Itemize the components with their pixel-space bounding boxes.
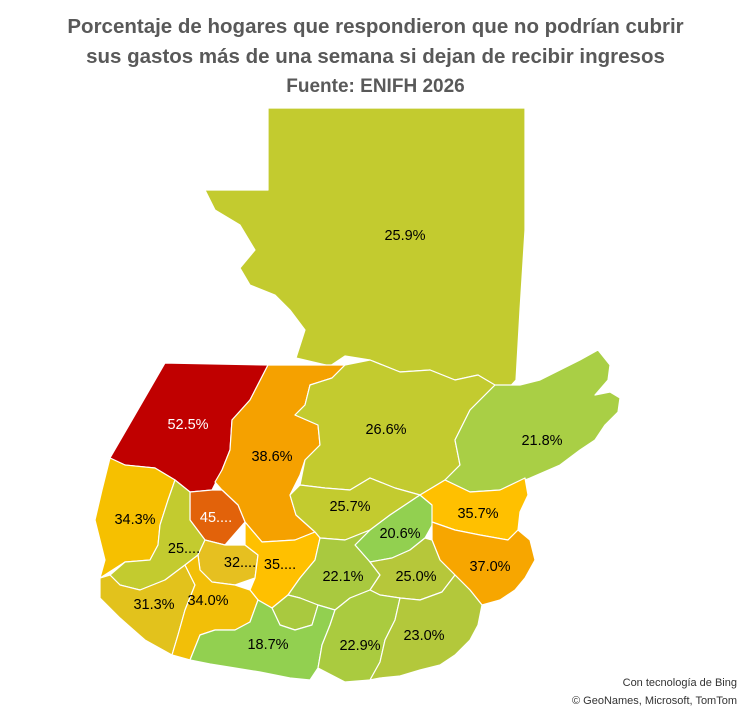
label-quetzaltenango: 25.... bbox=[168, 541, 200, 557]
geonames-credit: © GeoNames, Microsoft, TomTom bbox=[572, 695, 737, 707]
region-izabal[interactable] bbox=[444, 349, 621, 493]
map-source: Fuente: ENIFH 2026 bbox=[286, 76, 465, 97]
label-huehuetenango: 52.5% bbox=[167, 417, 208, 433]
label-san-marcos: 34.3% bbox=[114, 512, 155, 528]
label-totonicapan: 45.... bbox=[200, 510, 232, 526]
map-title-line-2: sus gastos más de una semana si dejan de… bbox=[86, 45, 665, 68]
label-baja-verapaz: 25.7% bbox=[329, 499, 370, 515]
label-jutiapa: 23.0% bbox=[403, 628, 444, 644]
label-zacapa: 35.7% bbox=[457, 506, 498, 522]
label-chiquimula: 37.0% bbox=[469, 559, 510, 575]
bing-credit: Con tecnología de Bing bbox=[622, 677, 737, 689]
label-chimaltenango: 35.... bbox=[264, 557, 296, 573]
label-izabal: 21.8% bbox=[521, 433, 562, 449]
label-retalhuleu: 31.3% bbox=[133, 597, 174, 613]
label-peten: 25.9% bbox=[384, 228, 425, 244]
region-peten[interactable] bbox=[204, 107, 526, 393]
map-title-line-1: Porcentaje de hogares que respondieron q… bbox=[67, 15, 684, 38]
label-alta-verapaz: 26.6% bbox=[365, 422, 406, 438]
label-suchitepequez: 34.0% bbox=[187, 593, 228, 609]
region-jutiapa[interactable] bbox=[369, 574, 483, 681]
label-guatemala-dept: 22.1% bbox=[322, 569, 363, 585]
label-escuintla: 18.7% bbox=[247, 637, 288, 653]
label-quiche: 38.6% bbox=[251, 449, 292, 465]
label-jalapa: 25.0% bbox=[395, 569, 436, 585]
label-el-progreso: 20.6% bbox=[379, 526, 420, 542]
label-santa-rosa: 22.9% bbox=[339, 638, 380, 654]
label-solola: 32.... bbox=[224, 555, 256, 571]
